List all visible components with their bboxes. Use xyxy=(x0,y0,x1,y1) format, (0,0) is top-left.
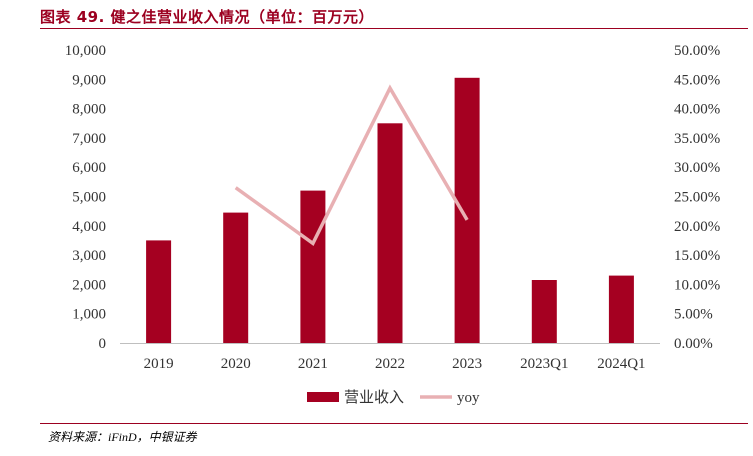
y-left-tick-label: 9,000 xyxy=(72,72,106,88)
x-tick-label: 2023 xyxy=(452,356,482,372)
y-right-tick-label: 0.00% xyxy=(674,336,713,352)
yoy-line xyxy=(234,84,469,247)
y-right-tick-label: 10.00% xyxy=(674,277,720,293)
y-right-tick-label: 15.00% xyxy=(674,248,720,264)
y-right-tick-label: 30.00% xyxy=(674,160,720,176)
legend-line-label: yoy xyxy=(457,390,480,406)
y-left-tick-label: 8,000 xyxy=(72,102,106,118)
y-right-tick-labels: 0.00% 5.00% 10.00% 15.00% 20.00% 25.00% 30.00%… xyxy=(674,43,720,352)
x-tick-label: 2023Q1 xyxy=(520,356,568,372)
y-left-tick-label: 4,000 xyxy=(72,219,106,235)
x-tick-label: 2021 xyxy=(298,356,328,372)
x-tick-label: 2022 xyxy=(375,356,405,372)
y-right-tick-label: 45.00% xyxy=(674,72,720,88)
y-left-tick-label: 6,000 xyxy=(72,160,106,176)
footer-divider xyxy=(40,423,748,424)
y-left-tick-label: 5,000 xyxy=(72,190,106,206)
x-tick-labels: 2019 2020 2021 2022 2023 2023Q1 2024Q1 xyxy=(144,356,646,372)
legend: 营业收入 yoy xyxy=(307,389,480,406)
bar-2022 xyxy=(377,123,403,344)
y-left-tick-label: 10,000 xyxy=(65,43,106,59)
bar-2021 xyxy=(300,190,326,343)
x-tick-label: 2020 xyxy=(221,356,251,372)
y-right-tick-label: 20.00% xyxy=(674,219,720,235)
source-note: 资料来源：iFinD，中银证券 xyxy=(48,430,197,444)
y-left-tick-labels: 0 1,000 2,000 3,000 4,000 5,000 6,000 7,000 8,00… xyxy=(65,43,106,352)
legend-bar-swatch xyxy=(307,392,339,402)
bar-2020 xyxy=(223,212,249,343)
y-right-tick-label: 25.00% xyxy=(674,190,720,206)
y-right-tick-label: 40.00% xyxy=(674,102,720,118)
title-divider xyxy=(40,28,748,29)
y-right-tick-label: 50.00% xyxy=(674,43,720,59)
bar-series xyxy=(146,77,634,344)
y-left-tick-label: 0 xyxy=(99,336,107,352)
bar-2023Q1 xyxy=(531,280,557,343)
x-tick-label: 2019 xyxy=(144,356,174,372)
y-left-tick-label: 3,000 xyxy=(72,248,106,264)
y-left-tick-label: 2,000 xyxy=(72,277,106,293)
legend-bar-label: 营业收入 xyxy=(344,389,404,406)
bar-2024Q1 xyxy=(608,275,634,343)
chart-title: 图表 49. 健之佳营业收入情况（单位：百万元） xyxy=(40,8,375,26)
bar-2023 xyxy=(454,77,480,344)
y-left-tick-label: 7,000 xyxy=(72,131,106,147)
y-right-tick-label: 5.00% xyxy=(674,307,713,323)
x-tick-label: 2024Q1 xyxy=(597,356,645,372)
y-right-tick-label: 35.00% xyxy=(674,131,720,147)
bar-2019 xyxy=(146,240,172,343)
y-left-tick-label: 1,000 xyxy=(72,307,106,323)
